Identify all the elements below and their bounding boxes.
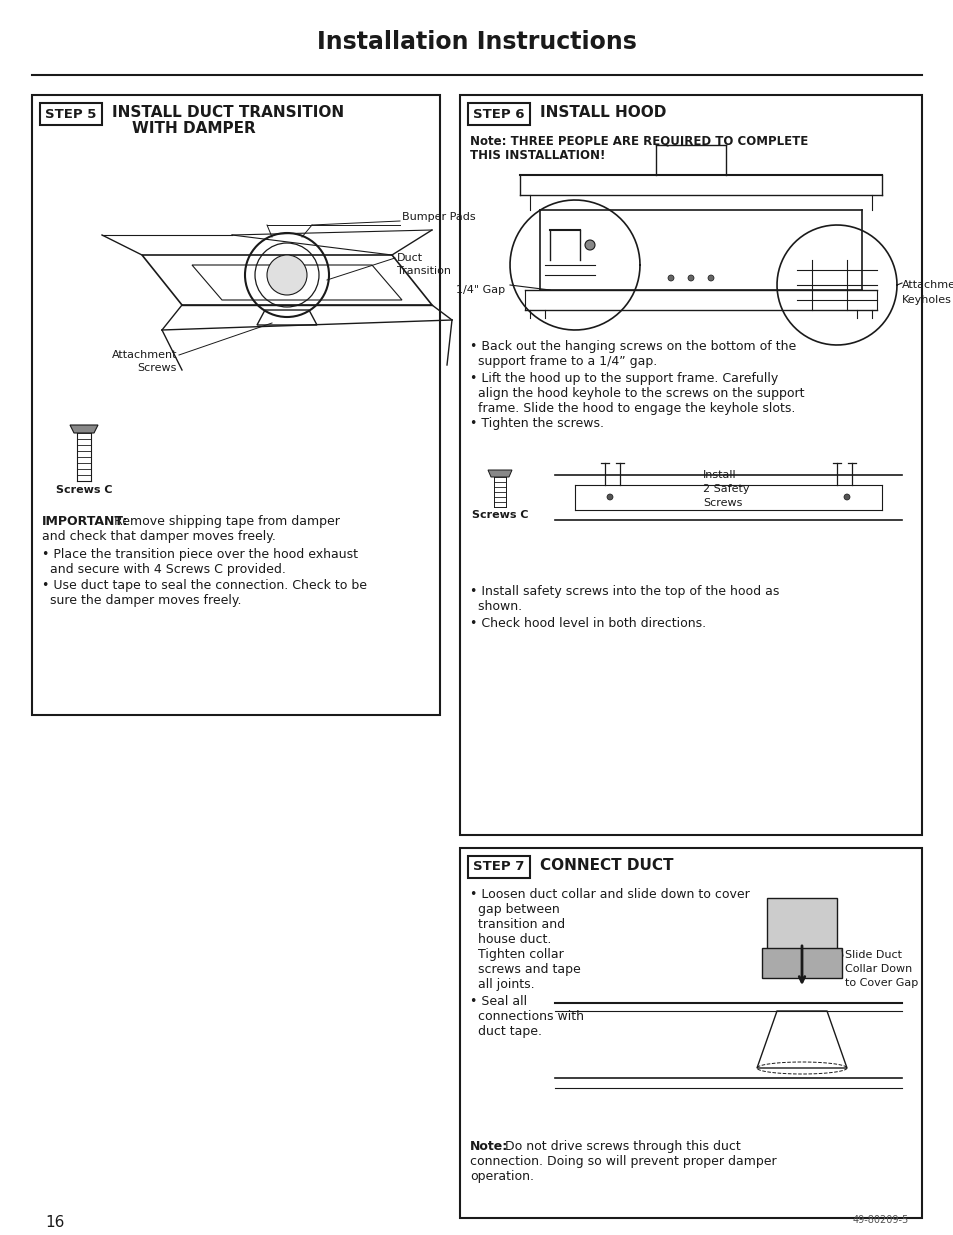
Circle shape — [843, 494, 849, 500]
Text: THIS INSTALLATION!: THIS INSTALLATION! — [470, 149, 605, 162]
Text: Note: THREE PEOPLE ARE REQUIRED TO COMPLETE: Note: THREE PEOPLE ARE REQUIRED TO COMPL… — [470, 135, 807, 148]
Text: Tighten collar: Tighten collar — [470, 948, 563, 961]
Text: and secure with 4 Screws C provided.: and secure with 4 Screws C provided. — [42, 563, 286, 576]
Text: Remove shipping tape from damper: Remove shipping tape from damper — [110, 515, 339, 529]
Bar — [468, 856, 530, 878]
Text: • Check hood level in both directions.: • Check hood level in both directions. — [470, 618, 705, 630]
Text: STEP 7: STEP 7 — [473, 861, 524, 873]
Text: • Tighten the screws.: • Tighten the screws. — [470, 417, 603, 430]
Text: Note:: Note: — [470, 1140, 508, 1153]
Bar — [468, 103, 530, 125]
Text: Screws C: Screws C — [55, 485, 112, 495]
Bar — [766, 898, 836, 953]
Text: Attachment: Attachment — [112, 350, 177, 359]
Text: Screws: Screws — [702, 498, 741, 508]
Text: duct tape.: duct tape. — [470, 1025, 541, 1037]
Text: STEP 5: STEP 5 — [45, 107, 96, 121]
Text: shown.: shown. — [470, 600, 521, 613]
Text: Screws: Screws — [137, 363, 177, 373]
Text: connections with: connections with — [470, 1010, 583, 1023]
Bar — [459, 95, 921, 835]
Circle shape — [267, 254, 307, 295]
Text: connection. Doing so will prevent proper damper: connection. Doing so will prevent proper… — [470, 1155, 776, 1168]
Circle shape — [584, 240, 595, 249]
Text: and check that damper moves freely.: and check that damper moves freely. — [42, 530, 275, 543]
Text: Duct: Duct — [396, 253, 423, 263]
Text: Collar Down: Collar Down — [844, 965, 911, 974]
Text: all joints.: all joints. — [470, 978, 534, 990]
Text: operation.: operation. — [470, 1170, 534, 1183]
Text: • Lift the hood up to the support frame. Carefully: • Lift the hood up to the support frame.… — [470, 372, 778, 385]
Text: • Use duct tape to seal the connection. Check to be: • Use duct tape to seal the connection. … — [42, 579, 367, 592]
Text: screws and tape: screws and tape — [470, 963, 580, 976]
Text: 16: 16 — [45, 1215, 64, 1230]
Text: WITH DAMPER: WITH DAMPER — [132, 121, 255, 136]
Text: Slide Duct: Slide Duct — [844, 950, 901, 960]
Text: Do not drive screws through this duct: Do not drive screws through this duct — [500, 1140, 740, 1153]
Text: transition and: transition and — [470, 918, 564, 931]
Polygon shape — [70, 425, 98, 433]
Bar — [32, 95, 439, 715]
Text: Screws C: Screws C — [471, 510, 528, 520]
Text: • Install safety screws into the top of the hood as: • Install safety screws into the top of … — [470, 585, 779, 598]
Text: 1/4" Gap: 1/4" Gap — [456, 285, 504, 295]
Text: gap between: gap between — [470, 903, 559, 916]
Text: Keyholes: Keyholes — [901, 295, 951, 305]
Text: • Seal all: • Seal all — [470, 995, 527, 1008]
Text: Installation Instructions: Installation Instructions — [316, 30, 637, 54]
Text: INSTALL DUCT TRANSITION: INSTALL DUCT TRANSITION — [112, 105, 344, 120]
Text: Install: Install — [702, 471, 736, 480]
Text: INSTALL HOOD: INSTALL HOOD — [539, 105, 666, 120]
Bar — [761, 948, 841, 978]
Circle shape — [687, 275, 693, 282]
Circle shape — [707, 275, 713, 282]
Bar — [459, 848, 921, 1218]
Circle shape — [606, 494, 613, 500]
Text: • Back out the hanging screws on the bottom of the: • Back out the hanging screws on the bot… — [470, 340, 796, 353]
Text: • Loosen duct collar and slide down to cover: • Loosen duct collar and slide down to c… — [470, 888, 749, 902]
Text: IMPORTANT:: IMPORTANT: — [42, 515, 129, 529]
Text: 49-80209-5: 49-80209-5 — [852, 1215, 908, 1225]
Text: STEP 6: STEP 6 — [473, 107, 524, 121]
Text: house duct.: house duct. — [470, 932, 551, 946]
Text: frame. Slide the hood to engage the keyhole slots.: frame. Slide the hood to engage the keyh… — [470, 403, 795, 415]
Text: to Cover Gap: to Cover Gap — [844, 978, 918, 988]
Text: support frame to a 1/4” gap.: support frame to a 1/4” gap. — [470, 354, 657, 368]
Circle shape — [667, 275, 673, 282]
Text: align the hood keyhole to the screws on the support: align the hood keyhole to the screws on … — [470, 387, 803, 400]
Text: Transition: Transition — [396, 266, 451, 275]
Polygon shape — [488, 471, 512, 477]
Text: sure the damper moves freely.: sure the damper moves freely. — [42, 594, 241, 606]
Text: Bumper Pads: Bumper Pads — [401, 212, 476, 222]
Text: 2 Safety: 2 Safety — [702, 484, 749, 494]
Bar — [40, 103, 102, 125]
Text: CONNECT DUCT: CONNECT DUCT — [539, 858, 673, 873]
Text: • Place the transition piece over the hood exhaust: • Place the transition piece over the ho… — [42, 548, 357, 561]
Text: Attachment: Attachment — [901, 280, 953, 290]
